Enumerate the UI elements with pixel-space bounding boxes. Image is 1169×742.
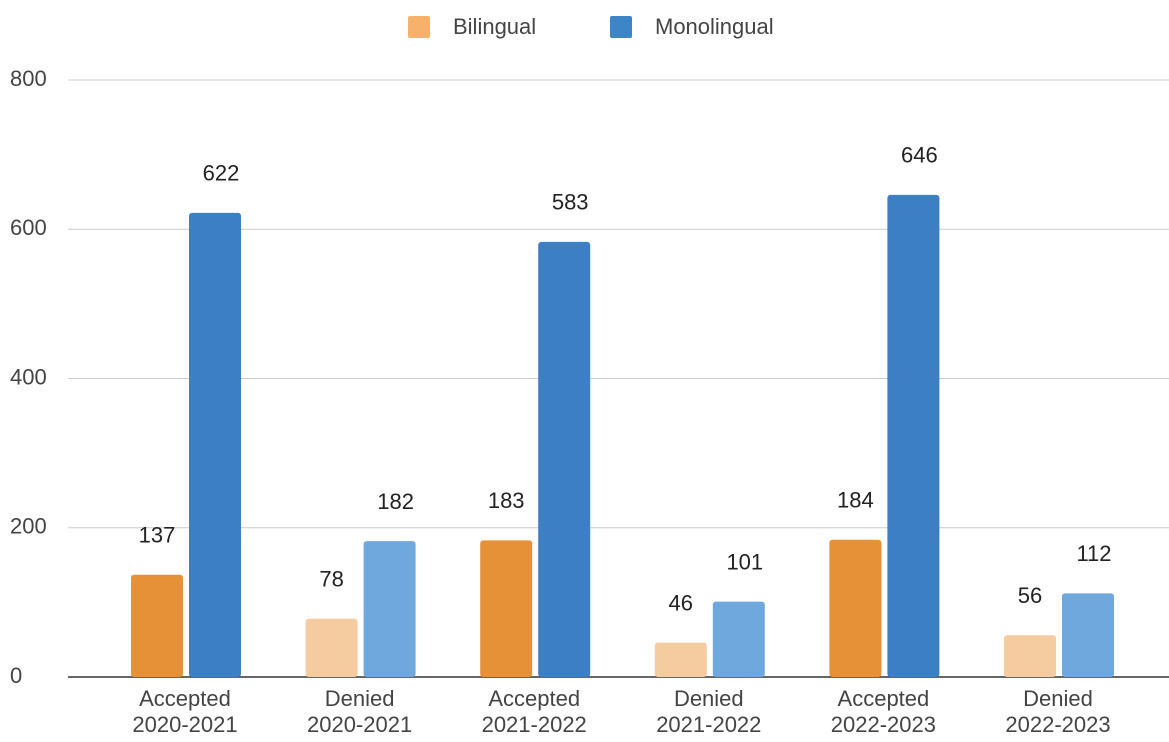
bar xyxy=(712,601,765,677)
x-tick-label: 2022-2023 xyxy=(1005,712,1110,737)
data-label: 46 xyxy=(669,590,693,615)
bar xyxy=(538,241,591,677)
data-label: 622 xyxy=(203,161,240,186)
legend-label: Monolingual xyxy=(655,14,774,39)
x-tick-label: 2020-2021 xyxy=(132,712,237,737)
data-label: 112 xyxy=(1076,541,1111,566)
bar xyxy=(131,574,183,677)
bar xyxy=(480,540,533,677)
bar xyxy=(363,541,416,677)
x-tick-label: Denied xyxy=(325,686,395,711)
data-label: 101 xyxy=(726,549,763,574)
legend-swatch xyxy=(610,16,632,38)
x-tick-label: 2022-2023 xyxy=(831,712,936,737)
data-label: 184 xyxy=(837,488,874,513)
x-tick-label: Denied xyxy=(1023,686,1093,711)
x-tick-label: Accepted xyxy=(139,686,231,711)
bar xyxy=(305,618,358,677)
x-tick-label: Denied xyxy=(674,686,744,711)
x-tick-label: Accepted xyxy=(488,686,580,711)
data-label: 182 xyxy=(377,489,414,514)
bar xyxy=(1062,593,1114,677)
y-tick-label: 200 xyxy=(10,514,47,539)
data-label: 646 xyxy=(901,143,938,168)
y-tick-label: 600 xyxy=(10,215,47,240)
y-tick-label: 800 xyxy=(10,66,47,91)
bar xyxy=(654,642,707,677)
bar xyxy=(887,194,940,678)
bar xyxy=(829,539,882,677)
x-tick-label: 2021-2022 xyxy=(656,712,761,737)
data-label: 137 xyxy=(139,523,176,548)
x-tick-label: 2021-2022 xyxy=(482,712,587,737)
data-label: 56 xyxy=(1018,583,1042,608)
data-label: 183 xyxy=(488,488,525,513)
data-label: 78 xyxy=(319,567,343,592)
bar xyxy=(1004,635,1056,677)
legend-swatch xyxy=(408,16,430,38)
x-tick-label: 2020-2021 xyxy=(307,712,412,737)
y-tick-label: 400 xyxy=(10,364,47,389)
data-label: 583 xyxy=(552,190,589,215)
legend-label: Bilingual xyxy=(453,14,536,39)
y-tick-label: 0 xyxy=(10,663,22,688)
bar xyxy=(189,212,241,677)
x-tick-label: Accepted xyxy=(838,686,930,711)
